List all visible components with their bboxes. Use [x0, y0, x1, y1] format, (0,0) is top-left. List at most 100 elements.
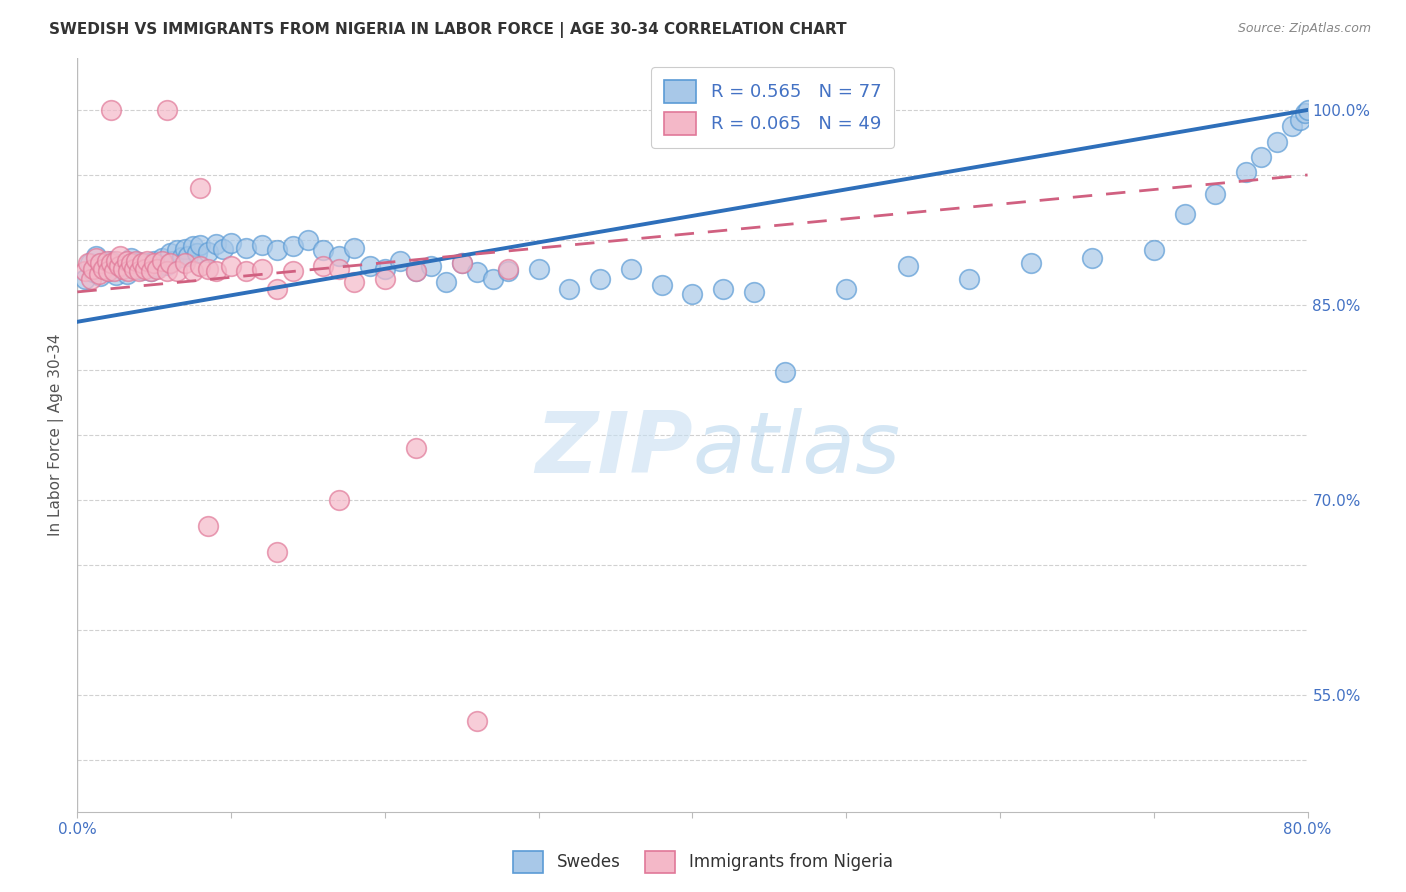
Point: [120, 256, 142, 270]
Point: [328, 261, 350, 276]
Point: [128, 255, 150, 269]
Point: [957, 272, 980, 286]
Point: [281, 239, 304, 253]
Point: [1250, 150, 1272, 164]
Point: [558, 282, 581, 296]
Point: [122, 261, 145, 276]
Point: [141, 264, 163, 278]
Point: [328, 248, 350, 262]
Point: [651, 278, 673, 293]
Point: [80, 272, 103, 286]
Point: [197, 518, 219, 533]
Point: [181, 264, 204, 278]
Legend: Swedes, Immigrants from Nigeria: Swedes, Immigrants from Nigeria: [505, 843, 901, 881]
Point: [77, 256, 100, 270]
Point: [79, 256, 101, 270]
Point: [146, 260, 169, 275]
Point: [159, 246, 181, 260]
Point: [166, 244, 188, 258]
Point: [128, 264, 150, 278]
Point: [1019, 256, 1042, 270]
Point: [773, 366, 796, 380]
Point: [405, 264, 427, 278]
Point: [620, 261, 643, 276]
Point: [374, 272, 396, 286]
Point: [212, 242, 235, 256]
Point: [496, 264, 519, 278]
Point: [465, 714, 488, 728]
Point: [436, 275, 458, 289]
Point: [281, 264, 304, 278]
Point: [711, 282, 734, 296]
Point: [97, 264, 120, 278]
Point: [450, 256, 472, 270]
Point: [450, 256, 472, 270]
Point: [143, 253, 166, 268]
Point: [89, 269, 111, 284]
Point: [150, 251, 173, 265]
Point: [110, 248, 132, 262]
Point: [835, 282, 858, 296]
Point: [141, 264, 163, 278]
Point: [897, 259, 920, 273]
Point: [94, 259, 117, 273]
Point: [177, 248, 200, 262]
Point: [204, 264, 226, 278]
Point: [73, 264, 96, 278]
Point: [170, 250, 193, 264]
Point: [84, 251, 107, 265]
Point: [266, 545, 288, 559]
Point: [219, 259, 242, 273]
Point: [481, 272, 503, 286]
Point: [89, 256, 111, 270]
Point: [104, 268, 127, 282]
Point: [93, 261, 115, 276]
Point: [1204, 187, 1226, 202]
Point: [1281, 119, 1303, 133]
Point: [343, 241, 366, 255]
Point: [219, 235, 242, 250]
Point: [188, 181, 212, 195]
Text: atlas: atlas: [693, 409, 900, 491]
Point: [73, 272, 96, 286]
Y-axis label: In Labor Force | Age 30-34: In Labor Force | Age 30-34: [48, 334, 65, 536]
Point: [174, 242, 197, 256]
Point: [82, 265, 104, 279]
Point: [131, 256, 153, 270]
Point: [420, 259, 443, 273]
Point: [120, 251, 142, 265]
Point: [174, 256, 197, 270]
Text: Source: ZipAtlas.com: Source: ZipAtlas.com: [1237, 22, 1371, 36]
Point: [112, 259, 135, 273]
Legend: R = 0.565   N = 77, R = 0.065   N = 49: R = 0.565 N = 77, R = 0.065 N = 49: [651, 67, 894, 148]
Point: [250, 238, 273, 252]
Point: [312, 244, 335, 258]
Point: [266, 244, 288, 258]
Point: [115, 253, 138, 268]
Point: [343, 275, 366, 289]
Point: [405, 264, 427, 278]
Point: [1289, 113, 1312, 128]
Point: [250, 261, 273, 276]
Point: [82, 261, 104, 276]
Point: [96, 253, 118, 268]
Point: [159, 256, 181, 270]
Point: [155, 258, 177, 272]
Point: [527, 261, 550, 276]
Point: [125, 253, 148, 268]
Point: [134, 261, 156, 276]
Point: [197, 261, 219, 276]
Point: [166, 264, 188, 278]
Point: [197, 244, 219, 259]
Point: [186, 246, 208, 260]
Point: [359, 259, 381, 273]
Point: [103, 264, 125, 278]
Point: [328, 492, 350, 507]
Point: [235, 241, 257, 255]
Text: SWEDISH VS IMMIGRANTS FROM NIGERIA IN LABOR FORCE | AGE 30-34 CORRELATION CHART: SWEDISH VS IMMIGRANTS FROM NIGERIA IN LA…: [49, 22, 846, 38]
Point: [115, 267, 138, 281]
Point: [112, 261, 135, 276]
Point: [465, 265, 488, 279]
Point: [188, 259, 212, 273]
Point: [1143, 244, 1166, 258]
